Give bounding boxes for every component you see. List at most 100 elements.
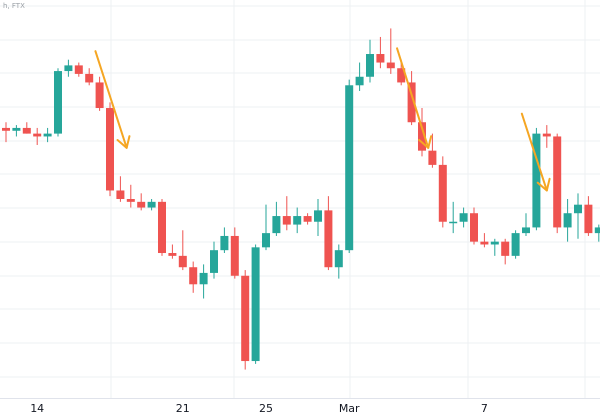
candle-body xyxy=(199,272,208,285)
candle-body xyxy=(574,204,582,214)
candle-body xyxy=(542,133,551,137)
candle-down xyxy=(74,62,83,77)
candle-body xyxy=(126,199,135,202)
candle-up xyxy=(355,62,364,91)
candle-down xyxy=(116,176,125,202)
x-tick-label: 25 xyxy=(259,402,273,415)
candle-body xyxy=(418,122,426,151)
watermark-text: h, FTX xyxy=(3,2,25,10)
candle-body xyxy=(501,241,510,256)
candle-body xyxy=(137,201,146,208)
candle-body xyxy=(522,227,530,234)
candle-up xyxy=(574,193,582,239)
candle-up xyxy=(345,79,354,254)
candle-up xyxy=(147,199,156,211)
candle-down xyxy=(438,156,447,228)
candle-body xyxy=(2,127,10,131)
candle-body xyxy=(490,241,499,245)
candle-body xyxy=(12,127,21,131)
candle-up xyxy=(334,244,343,279)
candle-body xyxy=(345,85,354,251)
candle-body xyxy=(22,127,31,134)
candle-body xyxy=(324,210,333,268)
candle-down xyxy=(95,76,104,111)
candle-down xyxy=(324,196,333,271)
x-axis: 14 21 25 Mar 7 xyxy=(0,398,600,415)
down-arrow-annotation xyxy=(520,112,551,192)
candle-up xyxy=(594,224,600,242)
candle-layer xyxy=(2,28,600,370)
candle-body xyxy=(428,150,437,165)
candle-body xyxy=(303,216,312,222)
candle-up xyxy=(43,127,52,143)
candle-down xyxy=(376,36,385,69)
candle-body xyxy=(314,210,322,222)
candle-body xyxy=(334,250,343,268)
arrow-shaft xyxy=(94,50,128,149)
candle-down xyxy=(480,233,489,248)
candle-body xyxy=(532,133,541,228)
candle-body xyxy=(158,201,166,254)
candle-up xyxy=(210,241,218,279)
candle-up xyxy=(366,39,374,83)
candle-down xyxy=(501,238,510,265)
candle-down xyxy=(241,270,250,370)
candle-body xyxy=(210,250,218,273)
candle-down xyxy=(553,133,562,234)
candle-down xyxy=(189,261,198,293)
candle-body xyxy=(355,76,364,86)
candle-up xyxy=(64,59,73,77)
candle-body xyxy=(553,136,562,228)
candle-down xyxy=(2,122,10,143)
candle-down xyxy=(542,125,551,148)
arrow-shaft xyxy=(396,47,430,149)
candle-body xyxy=(54,71,62,134)
candle-up xyxy=(314,199,322,236)
candle-body xyxy=(95,82,104,109)
candle-up xyxy=(12,125,21,137)
down-arrow-annotation xyxy=(396,47,433,149)
candle-body xyxy=(376,54,385,63)
candle-down xyxy=(168,244,177,259)
candle-up xyxy=(293,207,302,234)
candle-body xyxy=(293,216,302,225)
candle-body xyxy=(480,241,489,245)
candle-down xyxy=(22,122,31,134)
candle-body xyxy=(230,235,239,276)
candle-body xyxy=(168,253,177,256)
candle-body xyxy=(386,62,395,69)
candle-down xyxy=(137,193,146,211)
candle-up xyxy=(490,238,499,256)
candle-body xyxy=(584,204,593,234)
candle-up xyxy=(272,201,281,236)
candle-down xyxy=(178,230,187,271)
candle-body xyxy=(74,65,83,74)
candle-body xyxy=(397,68,406,83)
candle-up xyxy=(251,244,260,364)
candle-body xyxy=(449,221,458,224)
candle-body xyxy=(147,201,156,208)
candle-body xyxy=(563,213,572,228)
x-tick-label: 14 xyxy=(30,402,44,415)
candle-body xyxy=(407,82,416,123)
candle-up xyxy=(522,213,530,236)
candle-body xyxy=(220,235,229,251)
candle-down xyxy=(470,207,478,245)
candle-body xyxy=(116,190,125,199)
candle-body xyxy=(511,233,520,256)
candle-body xyxy=(470,213,478,242)
candle-down xyxy=(386,28,395,74)
candle-body xyxy=(178,255,187,268)
candle-up xyxy=(532,127,541,231)
candle-down xyxy=(85,68,94,86)
candle-down xyxy=(303,213,312,225)
candle-up xyxy=(220,227,229,254)
x-tick-label: Mar xyxy=(339,402,360,415)
candle-body xyxy=(438,164,447,222)
candle-down xyxy=(158,199,166,256)
candle-up xyxy=(563,199,572,242)
arrow-head xyxy=(116,135,131,149)
candle-body xyxy=(459,213,468,222)
candle-down xyxy=(428,133,437,168)
candle-down xyxy=(230,227,239,279)
